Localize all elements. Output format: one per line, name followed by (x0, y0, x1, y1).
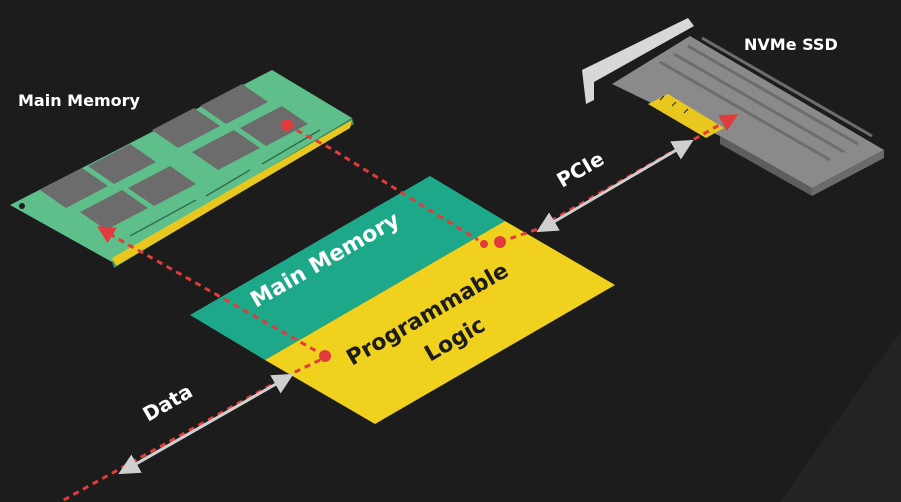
ram-chip (80, 190, 148, 230)
background-stripe (780, 330, 901, 502)
ram-traces (129, 129, 321, 237)
ssd-contact-lines (659, 95, 689, 114)
main-memory-module-label: Main Memory (18, 91, 140, 110)
ssd-bracket (582, 18, 694, 104)
ram-notch (19, 203, 25, 209)
ram-chip (200, 84, 268, 124)
ssd-body-end (812, 150, 884, 196)
data-path-ram-bottom-to-logic (96, 226, 326, 358)
logic-block-top (265, 221, 615, 424)
ram-chip (240, 106, 308, 146)
ram-chip (40, 168, 108, 208)
ram-chip (152, 108, 220, 148)
ram-contacts (112, 120, 352, 266)
pcie-link-arrow (536, 139, 694, 233)
programmable-logic-block (265, 221, 615, 424)
main-memory-block (190, 176, 505, 360)
ssd-fins (659, 36, 873, 162)
node-logic-ssd (494, 236, 506, 248)
memory-block-top (190, 176, 505, 360)
data-link-arrow (118, 373, 294, 475)
data-path-ram-top-to-logic (286, 123, 479, 242)
data-path-logic-to-ssd (499, 114, 739, 244)
ram-module-icon (10, 70, 354, 268)
ram-chips (40, 84, 308, 230)
data-path-logic-to-host (59, 358, 321, 502)
ram-chip (88, 144, 156, 184)
node-ram-top (281, 119, 293, 131)
data-path-nodes (281, 119, 506, 362)
ssd-body-side (720, 136, 812, 196)
ssd-contacts (648, 94, 724, 138)
node-logic-ram (319, 350, 331, 362)
ram-chip (128, 166, 196, 206)
nvme-ssd-label: NVMe SSD (744, 35, 838, 54)
node-logic-mem (480, 240, 488, 248)
pcie-label: PCIe (553, 146, 609, 192)
ram-chip (192, 130, 260, 170)
nvme-ssd-icon (582, 18, 884, 196)
data-label: Data (139, 379, 197, 426)
